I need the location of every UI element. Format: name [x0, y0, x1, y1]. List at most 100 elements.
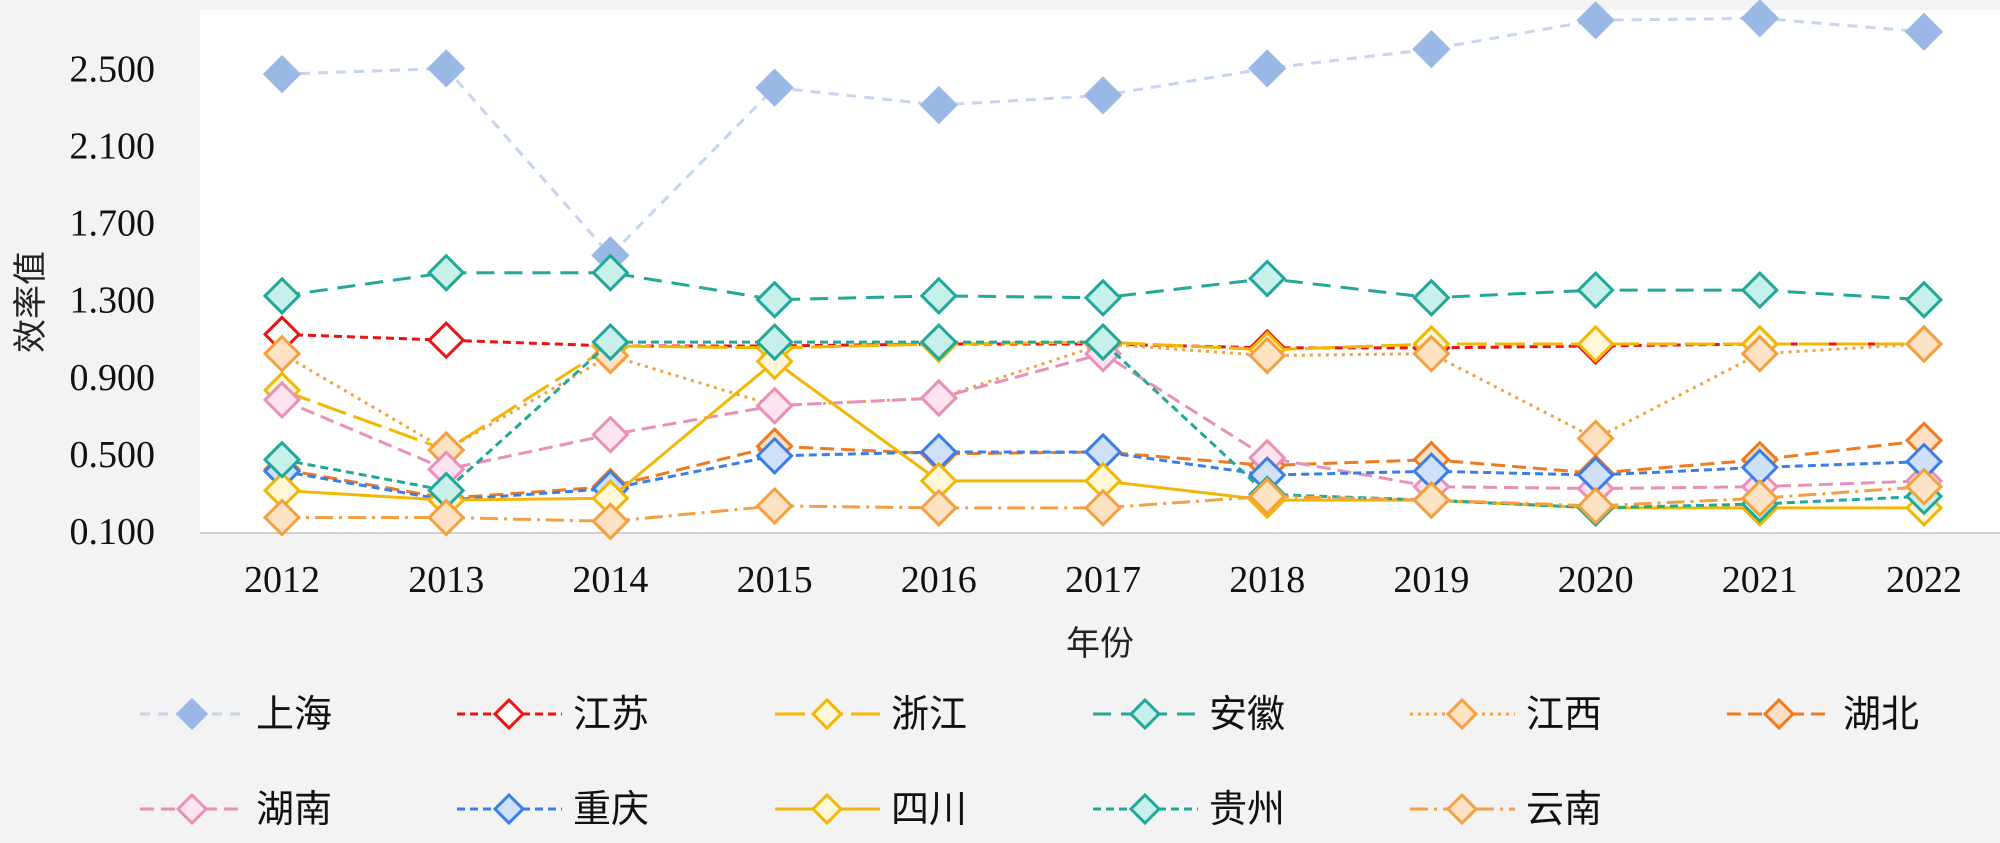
data-point [1740, 479, 1779, 518]
legend-item: 江西 [1410, 694, 1602, 736]
y-tick-label: 0.500 [70, 434, 156, 476]
data-point [1740, 270, 1779, 310]
legend-label: 上海 [256, 694, 332, 736]
series-layer [262, 0, 1944, 541]
data-point [591, 322, 630, 362]
y-axis-label: 效率值 [12, 251, 50, 353]
x-tick-label: 2018 [1229, 559, 1305, 601]
data-point [1083, 76, 1123, 115]
y-tick-label: 0.100 [70, 511, 156, 553]
legend-item: 湖北 [1727, 694, 1919, 736]
legend-item: 安徽 [1093, 694, 1285, 736]
data-point [1576, 486, 1615, 526]
data-point [427, 253, 466, 292]
data-point [919, 85, 958, 125]
x-tick-label: 2022 [1886, 559, 1962, 601]
data-point [262, 276, 302, 315]
data-point [1248, 49, 1287, 88]
data-point [591, 502, 630, 541]
data-point [755, 280, 794, 319]
data-point [1248, 477, 1287, 516]
legend-label: 湖南 [256, 789, 332, 831]
legend-marker [492, 697, 526, 731]
legend-marker [1128, 792, 1162, 826]
data-point [1083, 488, 1123, 527]
data-point [1412, 278, 1451, 317]
data-point [1904, 324, 1944, 364]
data-point [1576, 324, 1615, 364]
legend-label: 浙江 [891, 694, 967, 736]
data-point [1740, 0, 1779, 38]
legend-marker [1128, 697, 1162, 731]
x-tick-label: 2013 [408, 559, 484, 601]
series-4 [262, 253, 1944, 319]
data-point [1083, 278, 1123, 317]
x-tick-label: 2019 [1393, 559, 1469, 601]
legend-label: 湖北 [1843, 694, 1919, 736]
data-point [1576, 270, 1615, 310]
data-point [755, 322, 794, 362]
legend-item: 浙江 [775, 694, 967, 736]
data-point [755, 486, 794, 526]
data-point [262, 380, 302, 420]
data-point [1740, 334, 1779, 373]
legend-label: 四川 [891, 789, 967, 831]
data-point [262, 334, 302, 373]
legend-marker [1445, 697, 1479, 731]
x-tick-labels: 2012 2013 2014 2015 2016 2017 2018 2019 2020 2021… [244, 559, 1962, 601]
data-point [591, 415, 630, 454]
data-point [1412, 30, 1451, 69]
y-tick-label: 2.100 [70, 126, 156, 168]
legend-label: 云南 [1526, 789, 1602, 831]
data-point [1904, 467, 1944, 506]
legend-label: 重庆 [573, 789, 649, 831]
y-tick-label: 1.700 [70, 203, 156, 245]
series-11 [262, 467, 1944, 541]
legend-item: 四川 [775, 789, 967, 831]
data-point [755, 386, 794, 425]
data-point [427, 498, 466, 537]
legend-marker [175, 792, 209, 826]
legend-item: 云南 [1410, 789, 1602, 831]
data-point [262, 440, 302, 479]
y-tick-labels: 0.100 0.500 0.900 1.300 1.700 2.100 2.500 [70, 48, 156, 553]
data-point [1904, 12, 1944, 51]
data-point [427, 321, 466, 360]
x-tick-label: 2017 [1065, 559, 1141, 601]
data-point [919, 488, 958, 527]
legend-marker [492, 792, 526, 826]
x-tick-label: 2016 [901, 559, 977, 601]
data-point [1412, 481, 1451, 520]
x-tick-label: 2012 [244, 559, 320, 601]
data-point [1904, 280, 1944, 319]
legend-item: 上海 [140, 694, 332, 736]
legend-item: 贵州 [1093, 789, 1285, 831]
data-point [262, 498, 302, 537]
series-line [281, 450, 1925, 502]
x-tick-label: 2020 [1558, 559, 1634, 601]
data-point [591, 253, 630, 292]
data-point [427, 49, 466, 88]
data-point [755, 342, 794, 381]
data-point [755, 436, 794, 475]
legend-marker [810, 697, 844, 731]
y-tick-label: 0.900 [70, 357, 156, 399]
data-point [919, 322, 958, 362]
data-point [262, 55, 302, 94]
legend-item: 江苏 [457, 694, 649, 736]
data-point [919, 276, 958, 315]
series-line [282, 485, 1925, 523]
legend-marker [175, 697, 209, 731]
legend-item: 湖南 [140, 789, 332, 831]
data-point [755, 68, 794, 107]
data-point [919, 378, 958, 418]
legend-label: 贵州 [1209, 789, 1285, 831]
legend-label: 安徽 [1209, 694, 1285, 736]
legend-label: 江苏 [573, 694, 649, 736]
data-point [1248, 259, 1287, 298]
data-point [1248, 336, 1287, 375]
data-point [1083, 322, 1123, 362]
